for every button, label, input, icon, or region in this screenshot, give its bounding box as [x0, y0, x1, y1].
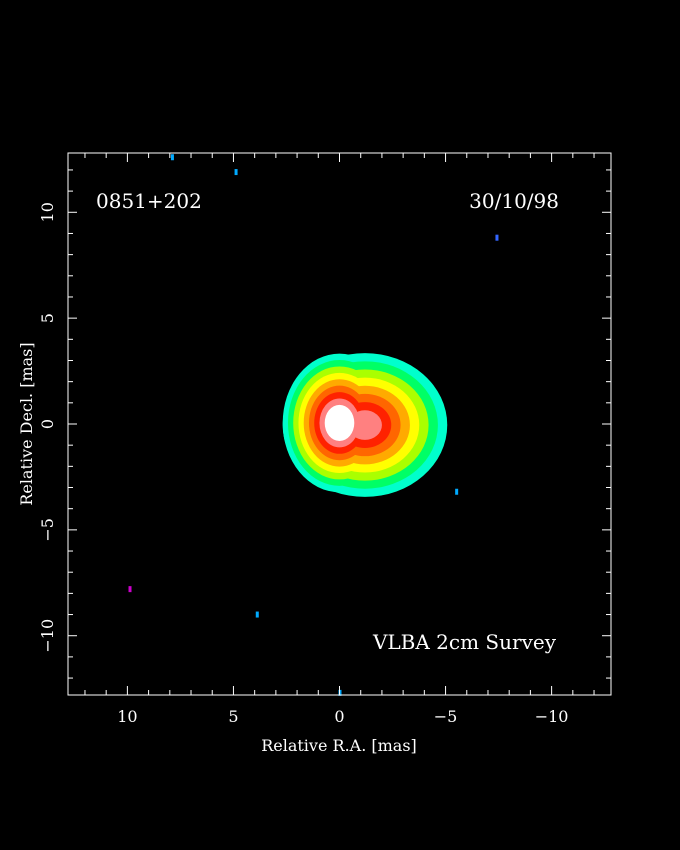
- y-axis-label: Relative Decl. [mas]: [17, 342, 36, 505]
- noise-point: [170, 154, 174, 161]
- y-tick-label: 5: [38, 313, 57, 323]
- observation-date-label: 30/10/98: [469, 189, 559, 213]
- y-tick-labels: 10 5 0 −5 −10: [38, 202, 57, 653]
- x-tick-label: −5: [434, 707, 458, 726]
- x-tick-label: 5: [228, 707, 238, 726]
- emission-contour-level-8: [324, 404, 355, 441]
- emission-contour-level-7: [347, 410, 382, 440]
- noise-point: [234, 169, 238, 176]
- source-emission-layer: [282, 353, 448, 497]
- y-tick-label: −10: [38, 619, 57, 653]
- survey-label: VLBA 2cm Survey: [372, 630, 557, 654]
- x-tick-label: 0: [334, 707, 344, 726]
- x-tick-labels: 10 5 0 −5 −10: [117, 707, 568, 726]
- x-tick-label: −10: [535, 707, 569, 726]
- y-tick-label: 10: [38, 202, 57, 222]
- source-name-label: 0851+202: [96, 189, 202, 213]
- noise-point: [495, 234, 499, 241]
- noise-point: [255, 611, 259, 618]
- noise-point: [455, 488, 459, 495]
- axis-ticks: [68, 153, 611, 695]
- y-tick-label: 0: [38, 419, 57, 429]
- x-tick-label: 10: [117, 707, 137, 726]
- noise-point: [128, 586, 132, 593]
- x-axis-label: Relative R.A. [mas]: [261, 736, 417, 755]
- y-tick-label: −5: [38, 518, 57, 542]
